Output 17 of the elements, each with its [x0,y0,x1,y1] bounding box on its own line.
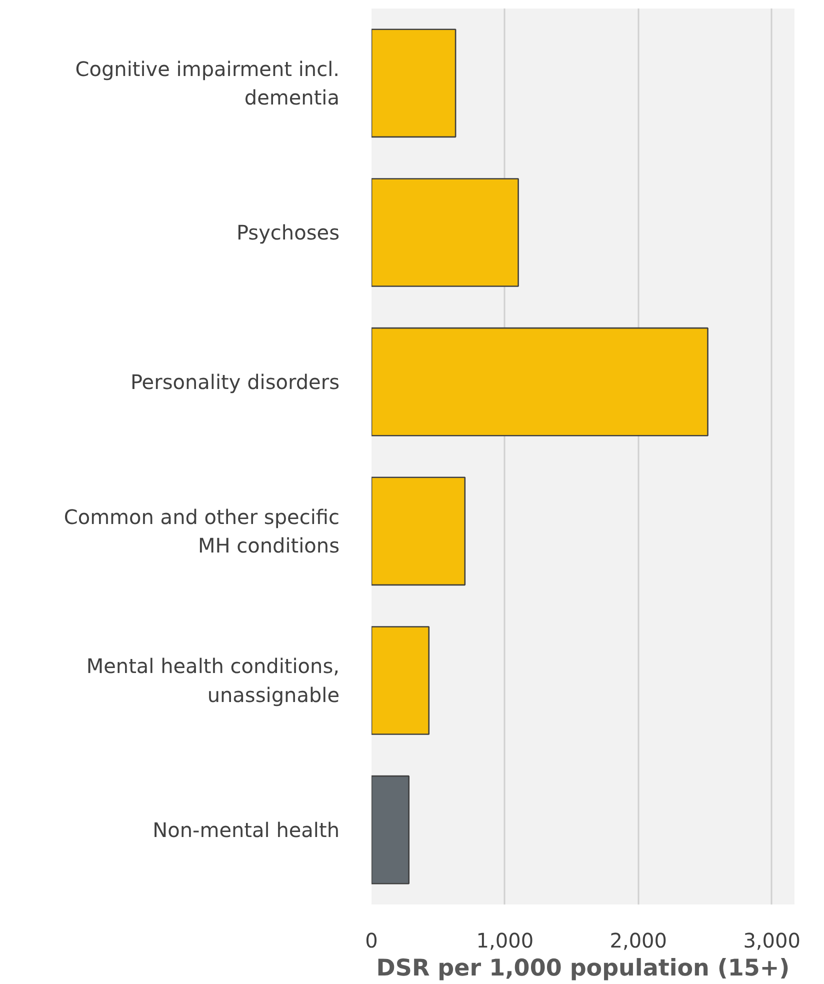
bar [372,178,519,287]
y-tick-label: Psychoses [236,220,340,244]
x-axis-title: DSR per 1,000 population (15+) [376,956,790,982]
bar [372,476,466,586]
y-tick-label: Mental health conditions, unassignable [86,654,340,707]
bar [372,28,456,138]
x-tick-label: 0 [365,928,378,952]
y-tick-label: Personality disorders [130,370,340,394]
bar [372,327,708,436]
bar [372,626,430,735]
y-tick-label: Cognitive impairment incl. dementia [75,56,340,110]
x-tick-label: 2,000 [610,928,668,952]
y-tick-label: Non-mental health [152,818,340,842]
bar [372,775,410,884]
y-tick-label: Common and other specific MH conditions [64,504,340,558]
x-tick-label: 1,000 [476,928,534,952]
x-tick-label: 3,000 [743,928,800,952]
